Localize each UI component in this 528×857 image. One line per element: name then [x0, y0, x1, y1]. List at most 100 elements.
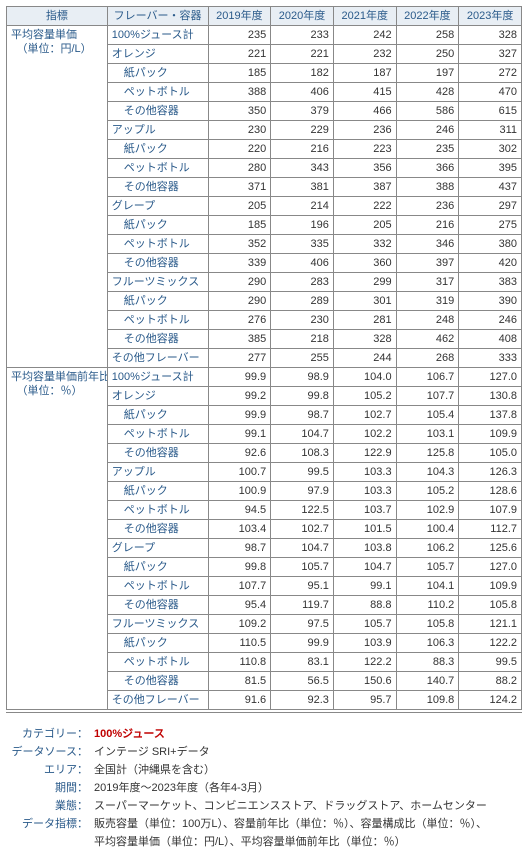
value-cell: 258 [396, 26, 459, 45]
flavor-cell: 紙パック [107, 558, 208, 577]
flavor-cell: その他フレーバー [107, 349, 208, 368]
value-cell: 122.2 [459, 634, 522, 653]
value-cell: 109.9 [459, 577, 522, 596]
meta-value: 全国計（沖縄県を含む） [94, 761, 215, 777]
value-cell: 56.5 [271, 672, 334, 691]
value-cell: 230 [271, 311, 334, 330]
value-cell: 103.4 [208, 520, 271, 539]
value-cell: 350 [208, 102, 271, 121]
value-cell: 108.3 [271, 444, 334, 463]
value-cell: 110.5 [208, 634, 271, 653]
value-cell: 103.3 [333, 482, 396, 501]
value-cell: 332 [333, 235, 396, 254]
value-cell: 100.4 [396, 520, 459, 539]
value-cell: 371 [208, 178, 271, 197]
value-cell: 236 [396, 197, 459, 216]
value-cell: 221 [208, 45, 271, 64]
value-cell: 99.8 [271, 387, 334, 406]
value-cell: 246 [459, 311, 522, 330]
value-cell: 214 [271, 197, 334, 216]
value-cell: 289 [271, 292, 334, 311]
value-cell: 124.2 [459, 691, 522, 710]
value-cell: 268 [396, 349, 459, 368]
value-cell: 109.2 [208, 615, 271, 634]
flavor-cell: その他フレーバー [107, 691, 208, 710]
value-cell: 88.2 [459, 672, 522, 691]
flavor-cell: ペットボトル [107, 577, 208, 596]
value-cell: 122.9 [333, 444, 396, 463]
flavor-cell: オレンジ [107, 45, 208, 64]
value-cell: 302 [459, 140, 522, 159]
meta-key: 業態： [6, 797, 94, 813]
flavor-cell: 紙パック [107, 292, 208, 311]
flavor-cell: ペットボトル [107, 159, 208, 178]
value-cell: 335 [271, 235, 334, 254]
value-cell: 105.7 [333, 615, 396, 634]
value-cell: 275 [459, 216, 522, 235]
value-cell: 187 [333, 64, 396, 83]
value-cell: 105.7 [271, 558, 334, 577]
value-cell: 615 [459, 102, 522, 121]
meta-row: 平均容量単価（単位：円/L）、平均容量単価前年比（単位：％） [6, 833, 522, 849]
value-cell: 104.3 [396, 463, 459, 482]
meta-key: データ指標： [6, 815, 94, 831]
value-cell: 102.2 [333, 425, 396, 444]
value-cell: 99.5 [271, 463, 334, 482]
value-cell: 99.1 [333, 577, 396, 596]
meta-value: 2019年度～2023年度（各年4-3月） [94, 779, 269, 795]
value-cell: 110.2 [396, 596, 459, 615]
value-cell: 105.2 [396, 482, 459, 501]
meta-key: データソース： [6, 743, 94, 759]
value-cell: 462 [396, 330, 459, 349]
flavor-cell: オレンジ [107, 387, 208, 406]
value-cell: 101.5 [333, 520, 396, 539]
value-cell: 88.3 [396, 653, 459, 672]
value-cell: 109.8 [396, 691, 459, 710]
value-cell: 98.7 [208, 539, 271, 558]
value-cell: 127.0 [459, 558, 522, 577]
value-cell: 105.4 [396, 406, 459, 425]
value-cell: 276 [208, 311, 271, 330]
flavor-cell: フルーツミックス [107, 273, 208, 292]
header-row: 指標 フレーバー・容器 2019年度 2020年度 2021年度 2022年度 … [7, 7, 522, 26]
value-cell: 112.7 [459, 520, 522, 539]
meta-row: 業態：スーパーマーケット、コンビニエンスストア、ドラッグストア、ホームセンター [6, 797, 522, 813]
value-cell: 119.7 [271, 596, 334, 615]
value-cell: 328 [333, 330, 396, 349]
value-cell: 328 [459, 26, 522, 45]
value-cell: 110.8 [208, 653, 271, 672]
value-cell: 408 [459, 330, 522, 349]
value-cell: 99.2 [208, 387, 271, 406]
value-cell: 107.9 [459, 501, 522, 520]
flavor-cell: その他容器 [107, 444, 208, 463]
value-cell: 107.7 [208, 577, 271, 596]
meta-value: インテージ SRI+データ [94, 743, 210, 759]
flavor-cell: その他容器 [107, 596, 208, 615]
value-cell: 98.9 [271, 368, 334, 387]
value-cell: 105.8 [396, 615, 459, 634]
value-cell: 281 [333, 311, 396, 330]
value-cell: 205 [208, 197, 271, 216]
value-cell: 105.2 [333, 387, 396, 406]
value-cell: 99.8 [208, 558, 271, 577]
value-cell: 104.7 [271, 539, 334, 558]
value-cell: 319 [396, 292, 459, 311]
value-cell: 105.0 [459, 444, 522, 463]
value-cell: 109.9 [459, 425, 522, 444]
flavor-cell: 紙パック [107, 64, 208, 83]
value-cell: 99.1 [208, 425, 271, 444]
value-cell: 385 [208, 330, 271, 349]
value-cell: 229 [271, 121, 334, 140]
value-cell: 235 [208, 26, 271, 45]
value-cell: 317 [396, 273, 459, 292]
value-cell: 428 [396, 83, 459, 102]
value-cell: 381 [271, 178, 334, 197]
value-cell: 106.7 [396, 368, 459, 387]
value-cell: 107.7 [396, 387, 459, 406]
value-cell: 415 [333, 83, 396, 102]
metric-cell: 平均容量単価前年比 （単位：％） [7, 368, 108, 710]
value-cell: 106.3 [396, 634, 459, 653]
table-row: 平均容量単価 （単位：円/L）100%ジュース計235233242258328 [7, 26, 522, 45]
meta-row: 期間：2019年度～2023年度（各年4-3月） [6, 779, 522, 795]
value-cell: 352 [208, 235, 271, 254]
